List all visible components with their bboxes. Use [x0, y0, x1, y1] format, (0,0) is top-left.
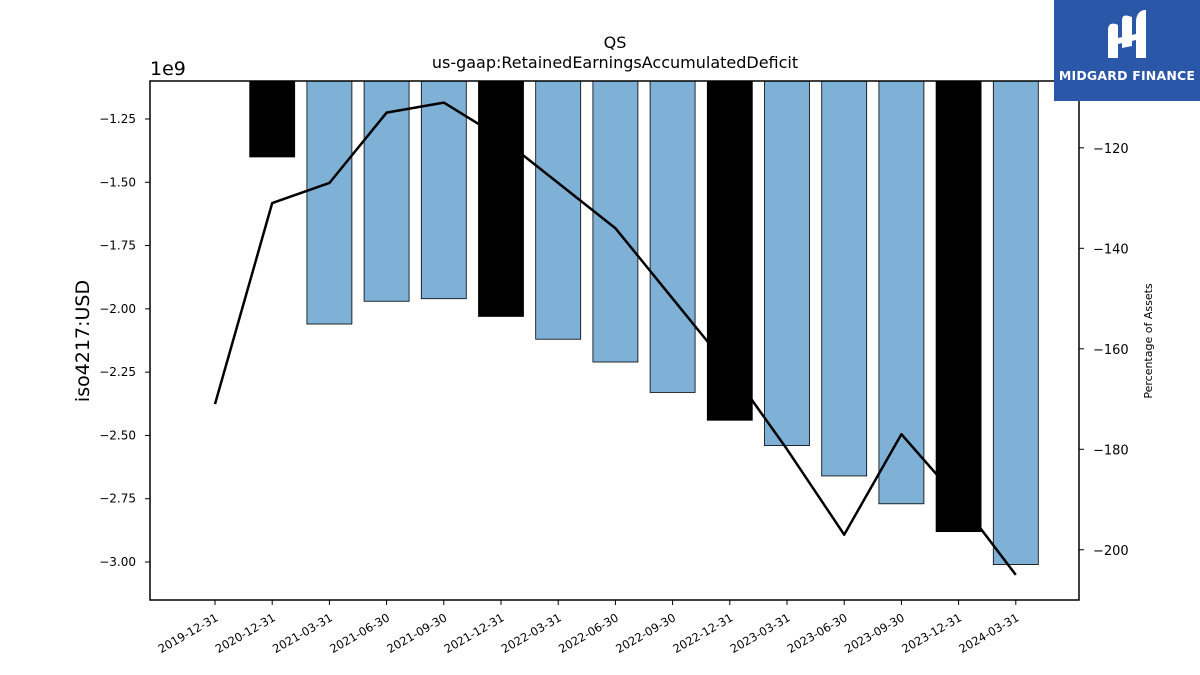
y-tick-label: −1.75 [99, 239, 136, 253]
bar [935, 80, 982, 533]
y2-axis-label: Percentage of Assets [1142, 283, 1155, 399]
y-tick-label: −3.00 [99, 555, 136, 569]
chart-subtitle: us-gaap:RetainedEarningsAccumulatedDefic… [432, 53, 798, 72]
bar [764, 80, 810, 446]
bar [249, 80, 296, 158]
bar [535, 80, 582, 340]
bar [821, 80, 868, 477]
bar [878, 80, 925, 505]
plot-frame [149, 80, 1080, 601]
y-tick-label: −2.50 [99, 428, 136, 442]
y-axis-label: iso4217:USD [72, 280, 94, 402]
x-tick-label: 2021-03-31 [270, 610, 335, 656]
bar [992, 80, 1039, 565]
bar [592, 80, 639, 363]
x-tick-label: 2022-06-30 [556, 610, 621, 656]
x-tick-label: 2022-09-30 [613, 610, 678, 656]
x-tick-label: 2021-06-30 [327, 610, 392, 656]
x-tick-label: 2023-09-30 [842, 610, 907, 656]
bar [306, 80, 353, 325]
brand-name: MIDGARD FINANCE [1058, 68, 1196, 83]
x-tick-label: 2020-12-31 [213, 610, 278, 656]
y2-tick-label: −160 [1093, 343, 1129, 358]
y2-tick-label: −140 [1093, 242, 1129, 257]
y-tick-label: −1.25 [99, 112, 136, 126]
x-tick-label: 2019-12-31 [156, 610, 221, 656]
x-tick-label: 2024-03-31 [956, 610, 1021, 656]
chart-title: QS [604, 33, 627, 52]
y2-tick-label: −120 [1093, 142, 1129, 157]
bar [478, 80, 524, 317]
brand-logo: MIDGARD FINANCE [1054, 0, 1200, 101]
x-tick-label: 2023-06-30 [785, 610, 850, 656]
y-tick-label: −2.25 [99, 365, 136, 379]
y-tick-label: −2.00 [99, 302, 136, 316]
bar [363, 80, 410, 302]
bar [649, 80, 696, 393]
plot-area: −1.25 −1.50 −1.75 −2.00 −2.25 −2.50 −2.75 −3.00… [99, 80, 1129, 656]
y-tick-label: −2.75 [99, 492, 136, 506]
x-tick-label: 2022-03-31 [499, 610, 564, 656]
bar [420, 80, 467, 300]
y-offset-label: 1e9 [150, 58, 186, 80]
series-line [213, 101, 1017, 576]
x-tick-label: 2023-12-31 [899, 610, 964, 656]
x-tick-label: 2022-12-31 [670, 610, 735, 656]
y2-tick-label: −180 [1093, 443, 1129, 458]
x-tick-label: 2021-12-31 [442, 610, 507, 656]
midgard-logo-icon [1108, 10, 1146, 59]
y-tick-label: −1.50 [99, 175, 136, 189]
x-tick-label: 2021-09-30 [384, 610, 449, 656]
x-tick-label: 2023-03-31 [728, 610, 793, 656]
y2-tick-label: −200 [1093, 544, 1129, 559]
